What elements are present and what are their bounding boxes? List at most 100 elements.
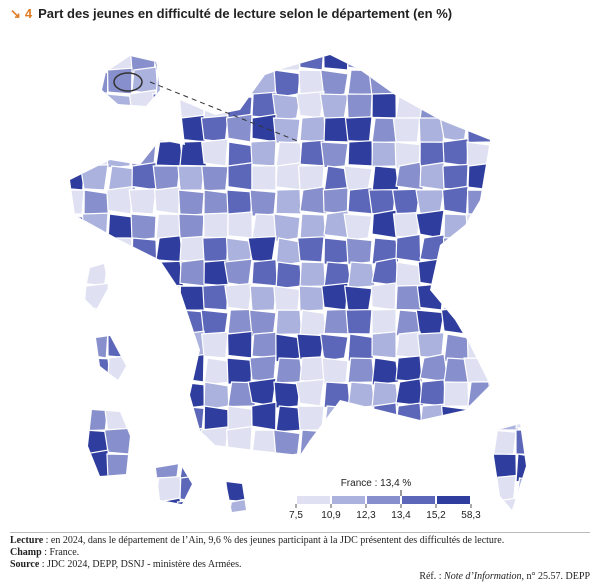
department	[467, 426, 496, 455]
department	[488, 234, 517, 263]
department	[107, 331, 133, 359]
department	[371, 402, 399, 431]
department	[370, 55, 397, 71]
legend-swatch	[402, 496, 435, 504]
department	[203, 69, 230, 96]
department	[442, 163, 469, 191]
department	[491, 188, 519, 215]
ref-suffix: , n° 25.57. DEPP	[521, 571, 590, 582]
department	[465, 213, 493, 239]
department	[177, 165, 205, 191]
department	[395, 233, 422, 263]
department	[395, 93, 424, 120]
department	[131, 237, 158, 265]
department	[131, 354, 159, 383]
department	[416, 451, 445, 479]
department	[251, 401, 277, 431]
department	[322, 55, 349, 71]
department	[155, 357, 181, 387]
department	[178, 353, 205, 383]
department	[347, 333, 375, 363]
department	[321, 282, 349, 311]
department	[104, 497, 133, 512]
legend-swatch	[297, 496, 330, 504]
department	[106, 453, 133, 480]
department	[464, 259, 493, 287]
legend-swatch	[437, 496, 470, 504]
department	[203, 55, 229, 71]
department	[251, 165, 277, 191]
department	[131, 333, 159, 359]
department	[201, 331, 229, 359]
department	[131, 402, 161, 431]
department	[249, 189, 277, 217]
department	[515, 330, 526, 359]
department	[297, 55, 325, 71]
department	[488, 429, 517, 457]
department	[512, 163, 526, 191]
department	[152, 453, 181, 479]
department	[199, 497, 229, 512]
note-text: : en 2024, dans le département de l’Ain,…	[43, 535, 505, 546]
map: France : 13,4 % 7,5 10,9 12,3 13,4 15,2 58,3	[70, 55, 526, 521]
department	[443, 93, 473, 122]
department	[70, 501, 87, 512]
department	[491, 209, 517, 239]
department	[515, 285, 526, 315]
department	[179, 69, 209, 98]
department	[371, 308, 397, 335]
department	[79, 380, 109, 407]
department	[70, 91, 85, 119]
department	[105, 237, 133, 263]
department	[226, 357, 253, 385]
department	[515, 93, 526, 122]
department	[203, 453, 231, 482]
department	[106, 185, 133, 215]
department	[128, 89, 157, 119]
footer: Lecture : en 2024, dans le département d…	[10, 532, 590, 583]
department	[247, 377, 277, 407]
department	[179, 55, 207, 71]
department	[224, 475, 253, 503]
department	[179, 381, 205, 410]
department	[79, 501, 109, 512]
department	[224, 282, 253, 311]
department	[70, 163, 85, 191]
department	[202, 212, 229, 239]
department	[154, 117, 181, 143]
department	[250, 69, 277, 97]
department	[299, 429, 327, 457]
department	[323, 116, 350, 143]
department	[467, 93, 493, 121]
department	[154, 381, 181, 409]
department	[515, 381, 526, 410]
department	[512, 307, 526, 335]
department	[297, 236, 325, 263]
arrow-icon: ↘	[10, 6, 21, 21]
department	[154, 426, 181, 455]
note-line: Champ : France.	[10, 547, 590, 559]
department	[463, 357, 493, 384]
department	[105, 93, 133, 121]
department	[203, 475, 230, 503]
department	[419, 55, 445, 71]
department	[227, 211, 253, 239]
department	[346, 93, 373, 119]
department	[487, 380, 517, 407]
department	[203, 93, 231, 119]
department	[70, 141, 87, 170]
department	[70, 189, 85, 215]
department	[81, 212, 109, 239]
department	[322, 187, 349, 215]
department	[251, 453, 277, 482]
department	[514, 138, 526, 167]
department	[491, 161, 519, 191]
department	[395, 450, 422, 479]
department	[488, 474, 517, 503]
department	[70, 306, 89, 335]
department	[515, 55, 526, 72]
department	[371, 165, 400, 193]
department	[272, 429, 301, 459]
department	[70, 401, 88, 431]
department	[514, 501, 526, 512]
